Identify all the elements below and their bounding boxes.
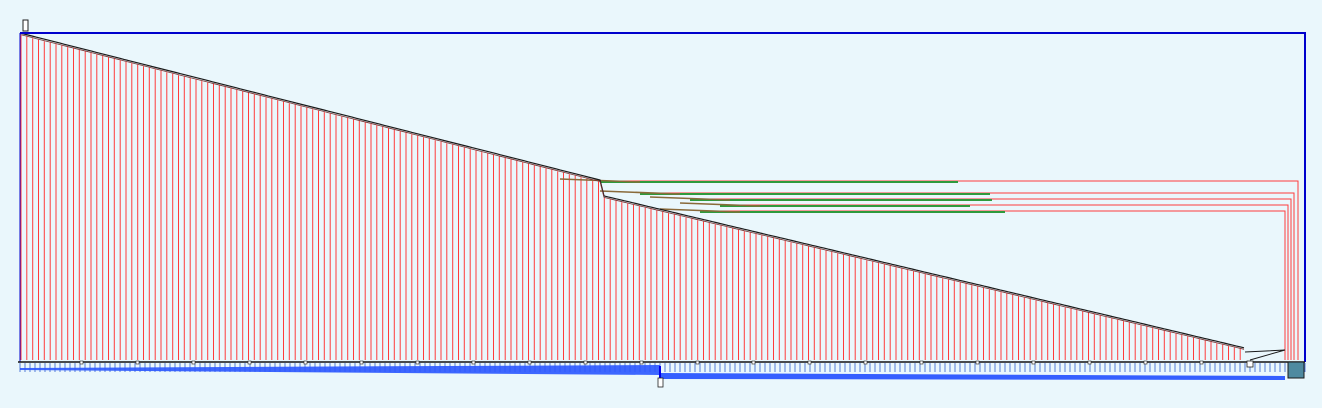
frame-line [20, 32, 1306, 362]
baseline-pin [135, 360, 140, 365]
green-branch-group [559, 178, 1005, 213]
black-trace-group [19, 32, 1286, 361]
baseline-pin [471, 360, 476, 365]
bottom-bus [18, 361, 1306, 384]
baseline-pin [1031, 360, 1036, 365]
bus-wedge-left [20, 365, 660, 375]
baseline-pin [583, 360, 588, 365]
baseline-pin [1246, 360, 1254, 368]
baseline-pin [863, 360, 868, 365]
diagonal-edge-trace [19, 32, 1245, 349]
baseline-pin [751, 360, 756, 365]
branch-stub [659, 208, 741, 213]
baseline-pin [1143, 360, 1148, 365]
diagonal-edge-trace [19, 34, 1245, 350]
pin-markers [22, 19, 1254, 388]
baseline-pin [975, 360, 980, 365]
baseline-pin [359, 360, 364, 365]
baseline-pin [1087, 360, 1092, 365]
baseline-pin [695, 360, 700, 365]
pin-marker [22, 19, 29, 32]
baseline-pin [807, 360, 812, 365]
baseline-pin [247, 360, 252, 365]
baseline-pin [1199, 360, 1204, 365]
baseline-pin [79, 360, 84, 365]
terminal-block [1287, 361, 1305, 379]
junction-marker [657, 377, 664, 388]
outer-frame [19, 32, 1306, 362]
baseline-pin [527, 360, 532, 365]
baseline-pin [415, 360, 420, 365]
branch-stub [679, 202, 761, 207]
branch-stub [599, 190, 681, 195]
end-wedge [1244, 349, 1286, 361]
baseline-pin [639, 360, 644, 365]
branch-stub [649, 196, 731, 201]
baseline-pin [919, 360, 924, 365]
bus-wedge-right [660, 373, 1285, 380]
baseline-pin [191, 360, 196, 365]
baseline-pin [303, 360, 308, 365]
